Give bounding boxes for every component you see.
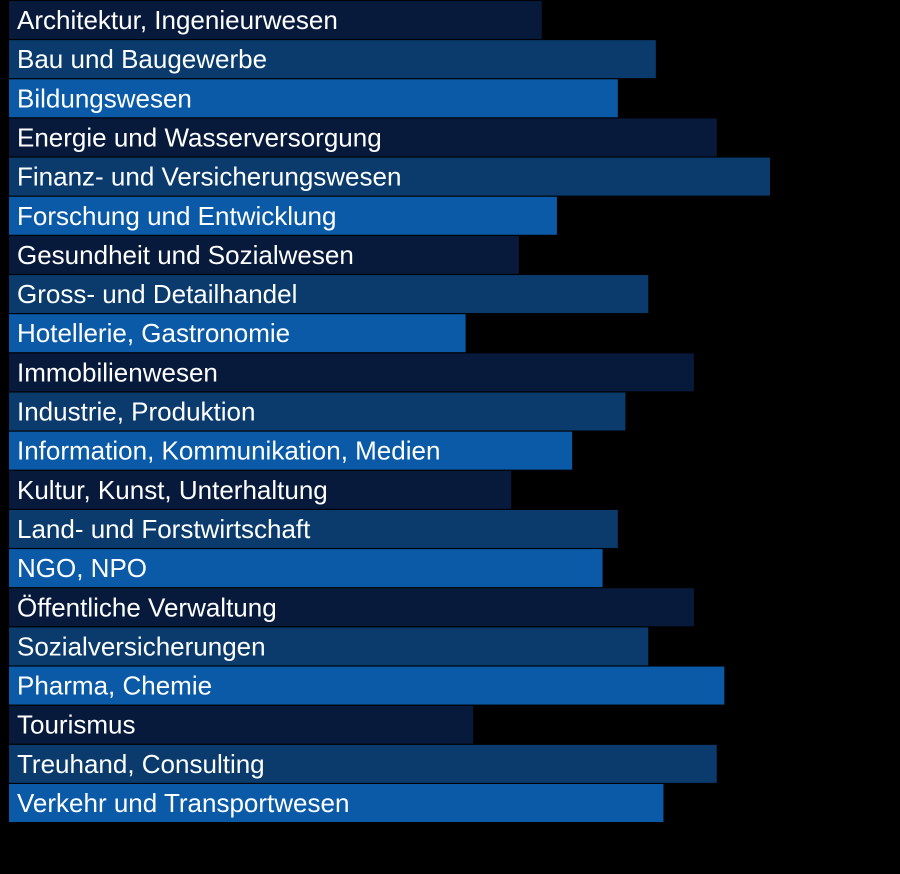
bar: [9, 509, 618, 548]
bar-label: Land- und Forstwirtschaft: [17, 514, 311, 544]
bar: [9, 666, 725, 705]
bar: [9, 353, 694, 392]
bar: [9, 627, 649, 666]
bar-label: NGO, NPO: [17, 553, 147, 583]
bar-label: Bildungswesen: [17, 83, 192, 113]
bar-label: Öffentliche Verwaltung: [17, 592, 277, 622]
bar: [9, 588, 694, 627]
bar-label: Energie und Wasserversorgung: [17, 122, 382, 152]
bar-label: Industrie, Produktion: [17, 397, 255, 427]
bar: [9, 118, 717, 157]
bars-group: Architektur, Ingenieurwesen Bau und Bauge…: [9, 1, 770, 822]
bar: [9, 1, 542, 39]
bar-label: Treuhand, Consulting: [17, 749, 265, 779]
bar: [9, 157, 770, 196]
bar-label: Architektur, Ingenieurwesen: [17, 5, 338, 35]
bar-label: Forschung und Entwicklung: [17, 201, 336, 231]
bar: [9, 79, 618, 118]
bar: [9, 431, 573, 470]
bar-label: Kultur, Kunst, Unterhaltung: [17, 475, 328, 505]
bar: [9, 235, 519, 274]
bar: [9, 549, 603, 588]
bar: [9, 744, 717, 783]
bar-label: Gesundheit und Sozialwesen: [17, 240, 354, 270]
bar-label: Information, Kommunikation, Medien: [17, 436, 440, 466]
bar: [9, 392, 626, 431]
bar-label: Tourismus: [17, 710, 135, 740]
bar: [9, 470, 512, 509]
bar: [9, 705, 474, 744]
bar: [9, 275, 649, 314]
bar-label: Pharma, Chemie: [17, 671, 212, 701]
bar-label: Sozialversicherungen: [17, 631, 266, 661]
bar-label: Gross- und Detailhandel: [17, 279, 297, 309]
bar: [9, 196, 557, 235]
bar-label: Hotellerie, Gastronomie: [17, 318, 290, 348]
bar: [9, 784, 664, 822]
bar-label: Bau und Baugewerbe: [17, 44, 267, 74]
bar-label: Immobilienwesen: [17, 357, 218, 387]
bar-label: Verkehr und Transportwesen: [17, 788, 349, 818]
bar: [9, 40, 656, 79]
bar-label: Finanz- und Versicherungswesen: [17, 162, 401, 192]
bar: [9, 314, 466, 353]
